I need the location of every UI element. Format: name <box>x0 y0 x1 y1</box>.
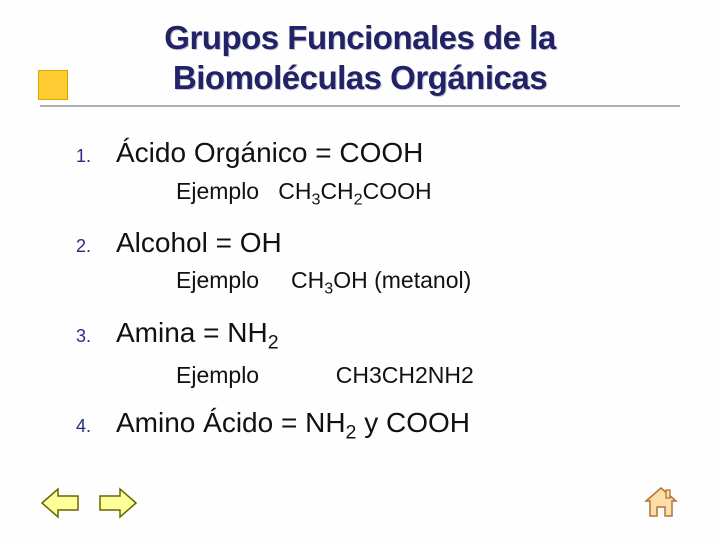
title-block: Grupos Funcionales de la Biomoléculas Or… <box>40 18 680 107</box>
item-label: Amino Ácido = NH2 y COOH <box>116 405 470 446</box>
item-example: Ejemplo CH3OH (metanol) <box>76 265 680 300</box>
item-number: 1. <box>76 146 116 167</box>
title-accent-square <box>38 70 68 100</box>
list-item: 1.Ácido Orgánico = COOH <box>76 135 680 171</box>
nav-controls <box>40 486 138 520</box>
item-example: Ejemplo CH3CH2NH2 <box>76 360 680 391</box>
item-label: Amina = NH2 <box>116 315 279 356</box>
list-item: 3.Amina = NH2 <box>76 315 680 356</box>
item-number: 4. <box>76 416 116 437</box>
slide: Grupos Funcionales de la Biomoléculas Or… <box>0 0 720 540</box>
item-label: Ácido Orgánico = COOH <box>116 135 423 171</box>
list-item: 4.Amino Ácido = NH2 y COOH <box>76 405 680 446</box>
title-line-2: Biomoléculas Orgánicas <box>173 59 547 96</box>
item-label: Alcohol = OH <box>116 225 282 261</box>
list-item: 2.Alcohol = OH <box>76 225 680 261</box>
content-list: 1.Ácido Orgánico = COOH Ejemplo CH3CH2COO… <box>40 135 680 446</box>
item-number: 3. <box>76 326 116 347</box>
title-line-1: Grupos Funcionales de la <box>164 19 555 56</box>
prev-arrow-icon[interactable] <box>40 486 80 520</box>
item-number: 2. <box>76 236 116 257</box>
home-icon[interactable] <box>642 486 680 520</box>
slide-title: Grupos Funcionales de la Biomoléculas Or… <box>90 18 630 97</box>
next-arrow-icon[interactable] <box>98 486 138 520</box>
item-example: Ejemplo CH3CH2COOH <box>76 176 680 211</box>
